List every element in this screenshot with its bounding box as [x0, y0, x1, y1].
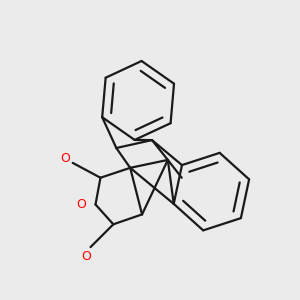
- Text: O: O: [60, 152, 70, 165]
- Text: O: O: [82, 250, 92, 263]
- Text: O: O: [77, 198, 87, 211]
